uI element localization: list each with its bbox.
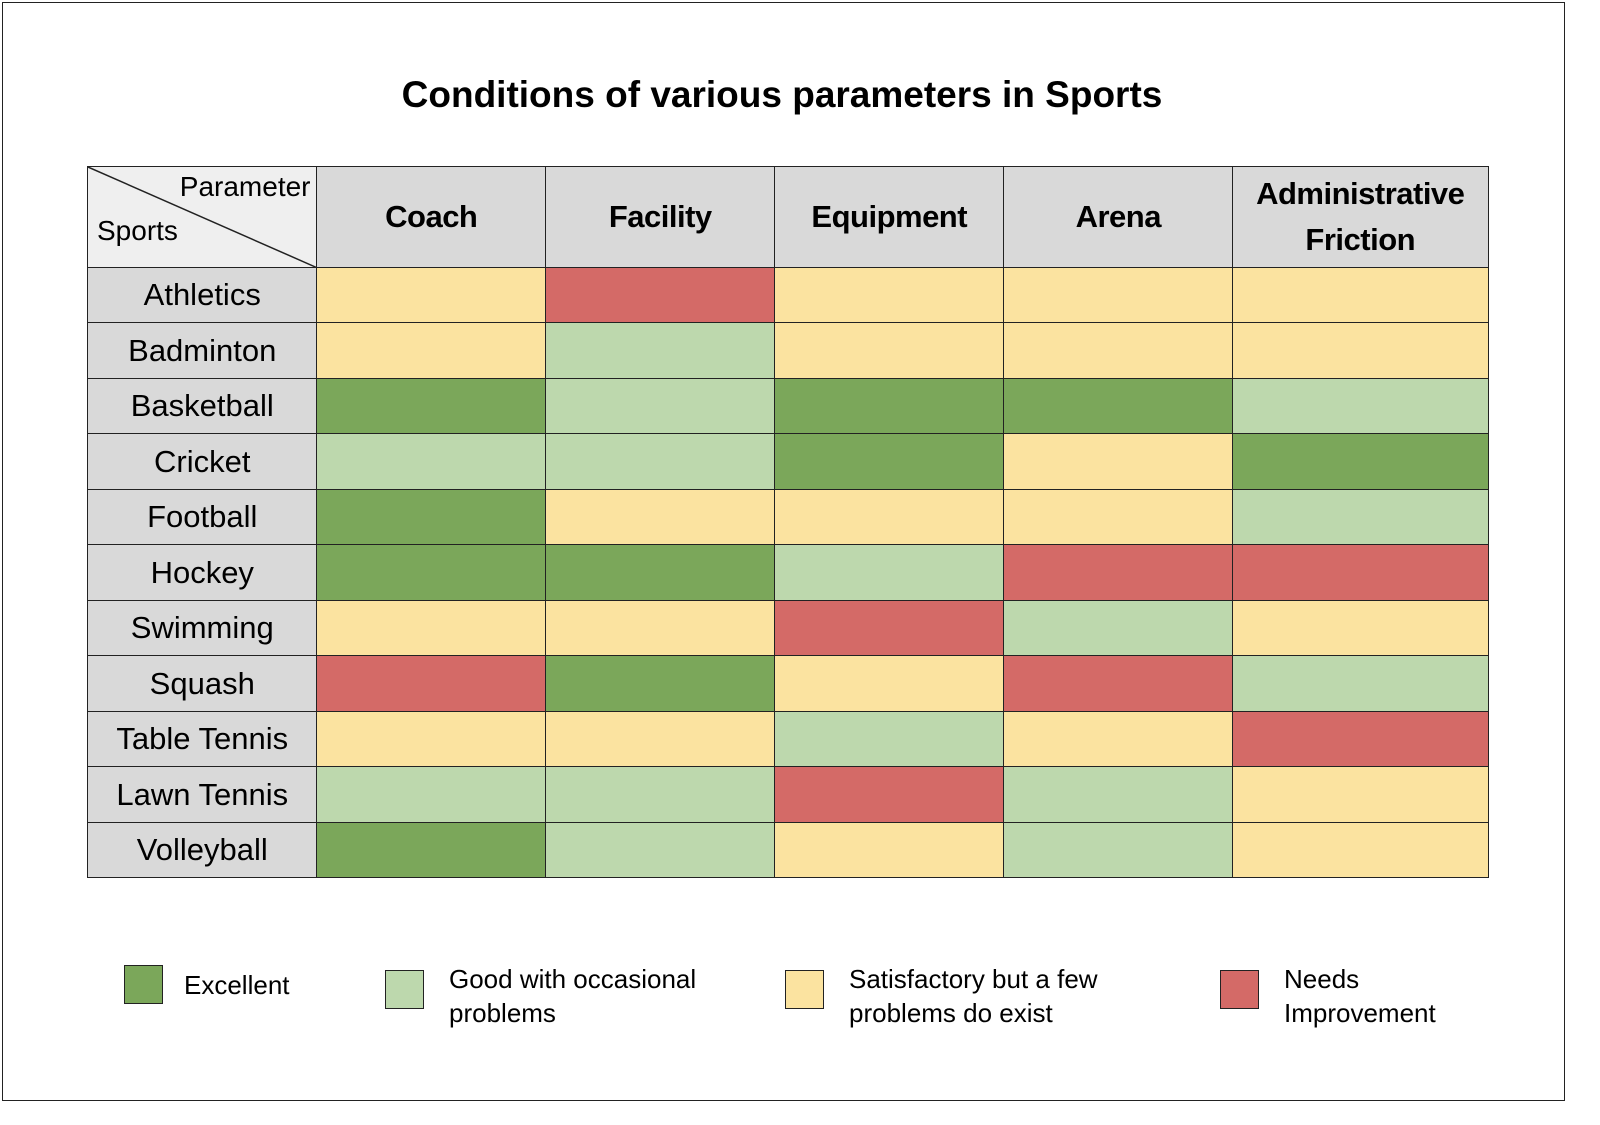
- row-label: Hockey: [87, 544, 318, 602]
- heatmap-cell: [545, 655, 776, 713]
- heatmap-cell: [774, 710, 1005, 768]
- chart-title: Conditions of various parameters in Spor…: [401, 74, 1163, 115]
- heatmap-cell: [1232, 710, 1489, 768]
- heatmap-cell: [774, 821, 1005, 879]
- heatmap-cell: [1003, 433, 1234, 491]
- heatmap-cell: [1232, 488, 1489, 546]
- column-header: Arena: [1003, 166, 1234, 269]
- heatmap-cell: [774, 433, 1005, 491]
- heatmap-cell: [1232, 377, 1489, 435]
- row-label: Basketball: [87, 377, 318, 435]
- heatmap-cell: [1003, 322, 1234, 380]
- heatmap-cell: [774, 599, 1005, 657]
- diagonal-divider: [88, 167, 317, 268]
- heatmap-cell: [545, 544, 776, 602]
- column-header: Equipment: [774, 166, 1005, 269]
- heatmap-cell: [545, 433, 776, 491]
- heatmap-cell: [1003, 821, 1234, 879]
- row-label: Volleyball: [87, 821, 318, 879]
- heatmap-cell: [774, 267, 1005, 324]
- heatmap-cell: [1232, 544, 1489, 602]
- heatmap-cell: [1003, 655, 1234, 713]
- heatmap-cell: [1003, 544, 1234, 602]
- heatmap-cell: [316, 544, 547, 602]
- heatmap-cell: [545, 821, 776, 879]
- row-axis-label: Sports: [97, 215, 178, 246]
- heatmap-cell: [1003, 377, 1234, 435]
- column-header: Administrative Friction: [1232, 166, 1489, 269]
- legend-label: Satisfactory but a few problems do exist: [849, 964, 1098, 1028]
- heatmap-cell: [774, 322, 1005, 380]
- row-label: Table Tennis: [87, 710, 318, 768]
- legend-swatch: [385, 970, 424, 1009]
- heatmap-cell: [545, 710, 776, 768]
- chart-border: [2, 2, 1565, 1101]
- heatmap-cell: [1232, 655, 1489, 713]
- legend-label: Good with occasional problems: [449, 964, 697, 1028]
- heatmap-cell: [316, 710, 547, 768]
- heatmap-cell: [1003, 599, 1234, 657]
- heatmap-cell: [316, 267, 547, 324]
- legend-swatch: [785, 970, 824, 1009]
- heatmap-cell: [774, 766, 1005, 824]
- heatmap-cell: [545, 766, 776, 824]
- heatmap-cell: [1232, 322, 1489, 380]
- heatmap-cell: [316, 766, 547, 824]
- column-header: Facility: [545, 166, 776, 269]
- row-label: Cricket: [87, 433, 318, 491]
- heatmap-cell: [774, 377, 1005, 435]
- heatmap-cell: [316, 433, 547, 491]
- heatmap-cell: [1003, 488, 1234, 546]
- corner-header-cell: Parameter Sports: [87, 166, 318, 269]
- heatmap-cell: [545, 599, 776, 657]
- row-label: Badminton: [87, 322, 318, 380]
- heatmap-cell: [316, 488, 547, 546]
- heatmap-cell: [1232, 267, 1489, 324]
- heatmap-cell: [774, 488, 1005, 546]
- heatmap-cell: [1003, 766, 1234, 824]
- heatmap-cell: [1232, 766, 1489, 824]
- row-label: Squash: [87, 655, 318, 713]
- heatmap-cell: [545, 488, 776, 546]
- column-axis-label: Parameter: [179, 171, 311, 202]
- heatmap-cell: [316, 322, 547, 380]
- legend-label: Needs Improvement: [1284, 964, 1436, 1028]
- column-header: Coach: [316, 166, 547, 269]
- heatmap-cell: [774, 655, 1005, 713]
- heatmap-cell: [1232, 433, 1489, 491]
- legend-swatch: [1220, 970, 1259, 1009]
- heatmap-cell: [316, 655, 547, 713]
- heatmap-cell: [545, 322, 776, 380]
- row-label: Lawn Tennis: [87, 766, 318, 824]
- heatmap-cell: [545, 377, 776, 435]
- heatmap-cell: [316, 821, 547, 879]
- heatmap-cell: [1003, 267, 1234, 324]
- heatmap-cell: [545, 267, 776, 324]
- heatmap-cell: [316, 377, 547, 435]
- legend-label: Excellent: [184, 970, 290, 1000]
- legend-swatch: [124, 965, 163, 1004]
- row-label: Swimming: [87, 599, 318, 657]
- heatmap-cell: [1232, 821, 1489, 879]
- heatmap-cell: [1232, 599, 1489, 657]
- heatmap-cell: [316, 599, 547, 657]
- heatmap-cell: [774, 544, 1005, 602]
- row-label: Football: [87, 488, 318, 546]
- heatmap-cell: [1003, 710, 1234, 768]
- row-label: Athletics: [87, 267, 318, 324]
